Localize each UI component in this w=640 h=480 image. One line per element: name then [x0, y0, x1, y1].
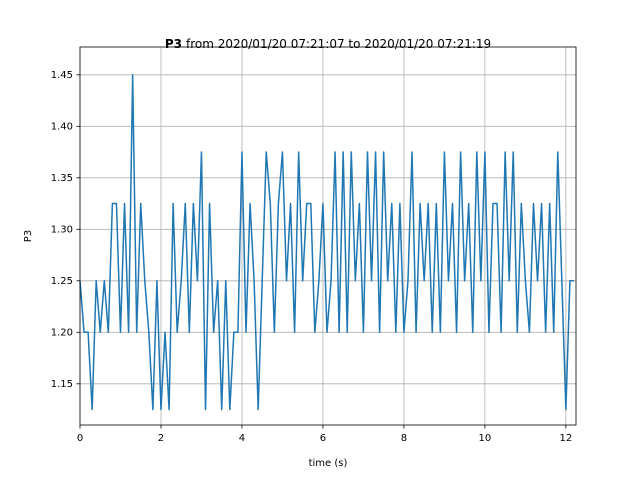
x-tick-label: 10 [479, 433, 492, 444]
y-tick-label: 1.25 [51, 276, 73, 287]
x-axis-label: time (s) [309, 458, 348, 469]
data-line [79, 74, 574, 411]
title-rest: from 2020/01/20 07:21:07 to 2020/01/20 0… [186, 37, 491, 51]
y-tick-label: 1.15 [51, 379, 73, 390]
x-tick-label: 4 [239, 433, 245, 444]
x-tick-label: 2 [158, 433, 164, 444]
x-tick-label: 12 [560, 433, 573, 444]
x-tick-label: 0 [77, 433, 83, 444]
x-tick-label: 6 [320, 433, 326, 444]
y-axis-label: P3 [23, 230, 34, 242]
y-tick-label: 1.35 [51, 173, 73, 184]
y-tick-label: 1.30 [51, 224, 73, 235]
y-tick-label: 1.40 [51, 121, 73, 132]
plot-frame [79, 46, 577, 426]
x-tick-label: 8 [401, 433, 407, 444]
y-tick-label: 1.20 [51, 327, 73, 338]
title-bold: P3 [165, 37, 182, 51]
chart-title: P3 from 2020/01/20 07:21:07 to 2020/01/20… [165, 37, 491, 51]
y-tick-label: 1.45 [51, 70, 73, 81]
